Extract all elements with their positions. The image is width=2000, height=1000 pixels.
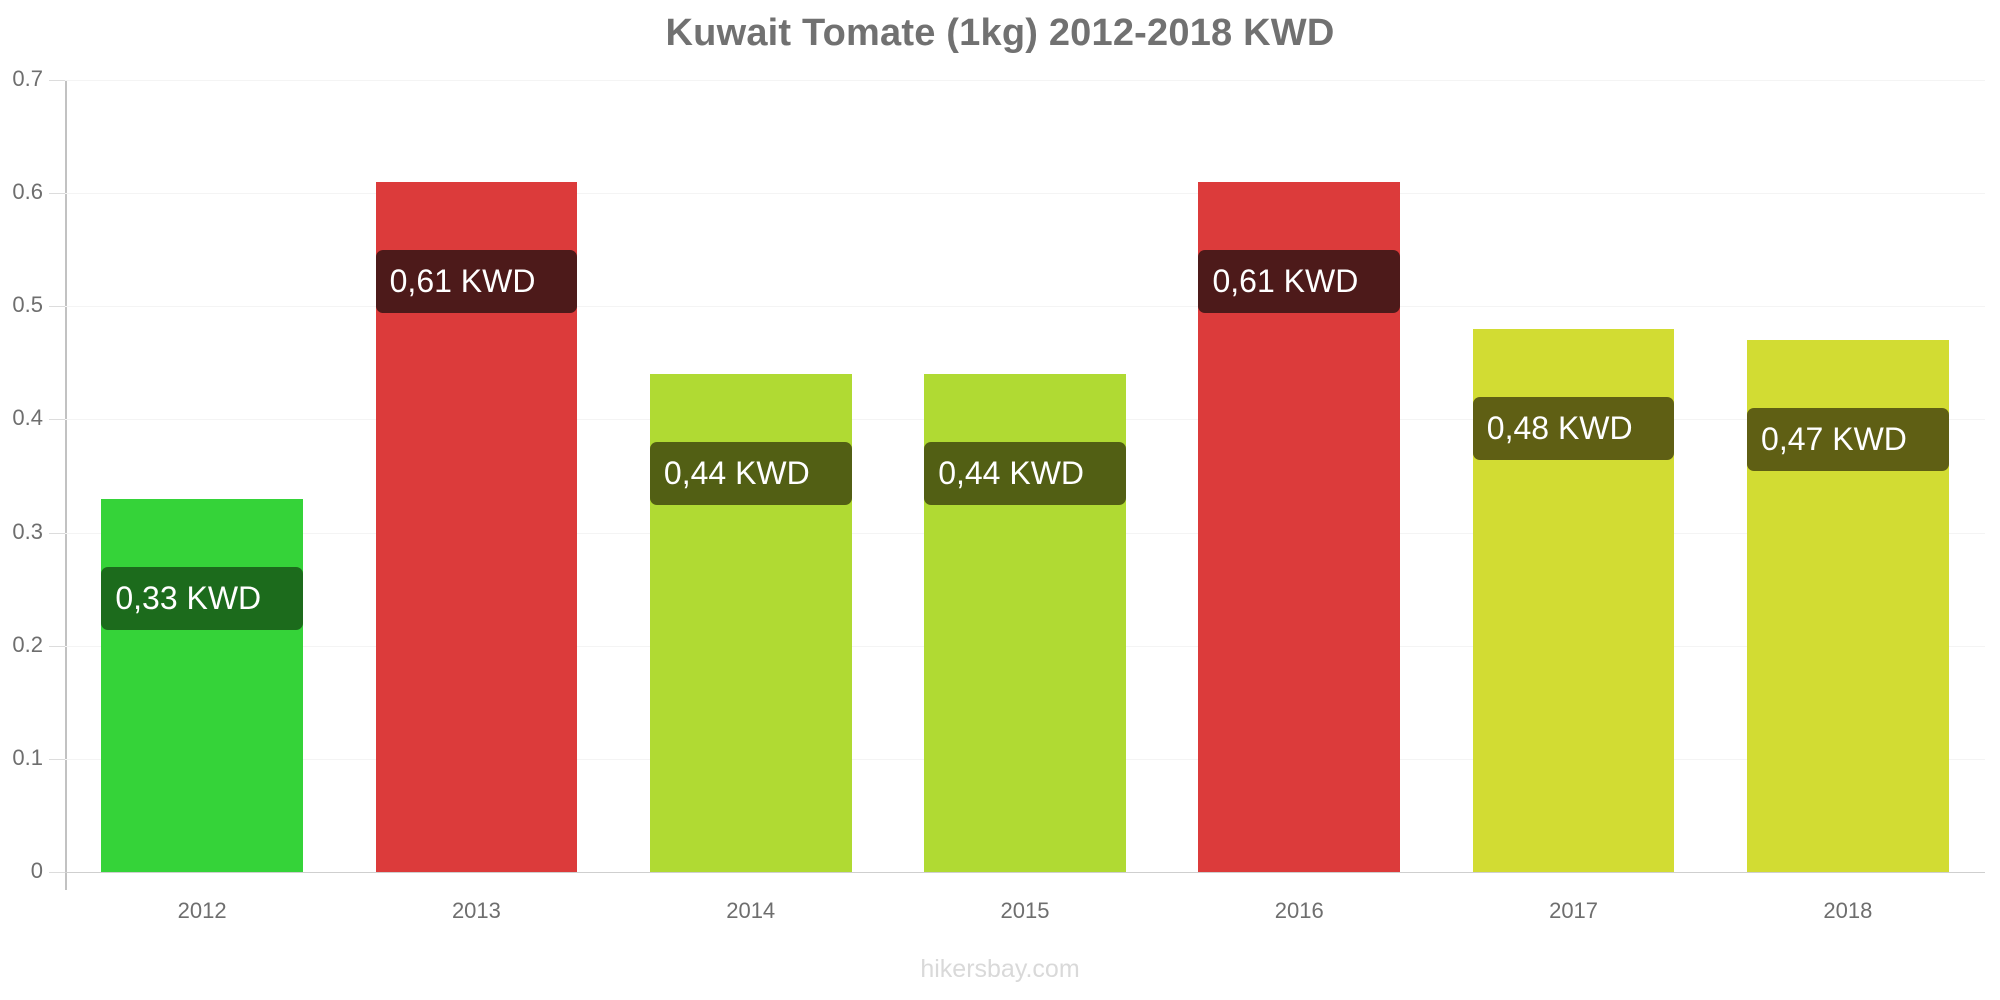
bar-value-label: 0,48 KWD [1472,396,1675,460]
grid-line [65,80,1985,81]
bar-value-label: 0,44 KWD [649,442,852,506]
y-tick-mark [49,758,65,760]
footer-credit: hikersbay.com [920,955,1080,983]
y-tick-mark [49,193,65,195]
y-tick-mark [49,306,65,308]
x-tick-label: 2018 [1823,898,1873,923]
bar[interactable] [101,498,303,872]
y-tick-label: 0.5 [12,292,43,318]
x-tick-label: 2014 [726,898,776,923]
grid-line [65,306,1985,308]
bar-value-label: 0,47 KWD [1747,408,1949,472]
y-tick-label: 0.6 [12,179,43,205]
x-tick-label: 2017 [1549,898,1599,923]
bar-value-label: 0,61 KWD [375,249,578,313]
y-axis-line [65,80,67,890]
y-tick-label: 0.1 [12,744,43,770]
y-tick-mark [49,532,65,534]
chart-title: Kuwait Tomate (1kg) 2012-2018 KWD [665,12,1335,54]
grid-line [65,193,1985,195]
y-tick-label: 0 [30,858,43,883]
plot-area: 0,33 KWD 0,61 KWD 0,44 KWD 0,44 KWD 0,61 KWD… [49,80,1985,873]
bar-value-label: 0,61 KWD [1198,249,1401,313]
y-tick-mark [49,80,65,81]
x-tick-label: 2016 [1274,898,1324,923]
x-tick-label: 2013 [451,898,501,923]
bar-value-label: 0,33 KWD [101,566,303,630]
grid-line [65,872,1985,873]
x-tick-label: 2012 [177,898,227,923]
y-tick-mark [49,419,65,421]
bar-value-label: 0,44 KWD [924,442,1126,506]
y-tick-label: 0.3 [12,518,43,544]
y-tick-mark [49,645,65,647]
y-tick-label: 0.2 [12,631,43,657]
y-tick-label: 0.7 [12,66,43,91]
x-tick-label: 2015 [1000,898,1050,923]
y-tick-mark [49,872,65,873]
y-tick-label: 0.4 [12,405,43,431]
